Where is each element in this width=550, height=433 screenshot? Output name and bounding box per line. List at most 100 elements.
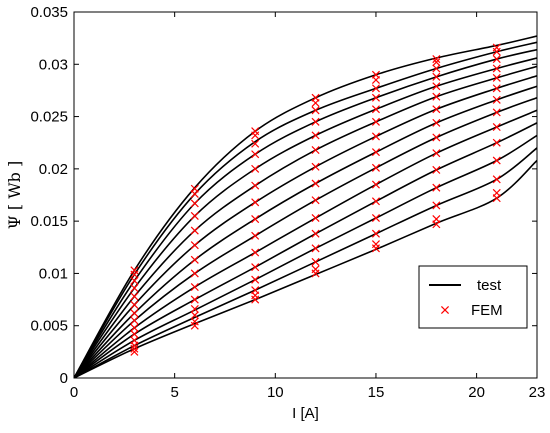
fem-point bbox=[311, 131, 320, 140]
legend-entry-fem: FEM bbox=[440, 302, 503, 319]
fem-point bbox=[130, 266, 139, 275]
fem-point bbox=[432, 215, 441, 224]
fem-point bbox=[190, 226, 199, 235]
fem-point bbox=[371, 213, 380, 223]
plot-area bbox=[74, 35, 537, 378]
legend: test FEM bbox=[418, 265, 528, 329]
fem-point bbox=[190, 317, 199, 326]
y-tick-label: 0.025 bbox=[30, 109, 68, 126]
fem-point bbox=[190, 269, 199, 278]
fem-point bbox=[432, 149, 441, 158]
axes-frame bbox=[73, 11, 538, 379]
fem-point bbox=[492, 64, 501, 73]
fem-point bbox=[251, 198, 260, 207]
fem-point bbox=[130, 323, 139, 332]
fem-point bbox=[251, 181, 260, 190]
fem-point bbox=[432, 82, 441, 91]
fem-point bbox=[432, 118, 441, 127]
fem-point bbox=[311, 213, 320, 223]
fem-point bbox=[371, 132, 380, 141]
fem-point bbox=[130, 276, 139, 285]
y-tick-label: 0.03 bbox=[39, 56, 68, 73]
fem-point bbox=[251, 139, 260, 148]
x-tick-label: 20 bbox=[468, 384, 485, 401]
fem-point bbox=[190, 255, 199, 264]
fem-point bbox=[492, 138, 501, 147]
fem-point bbox=[371, 180, 380, 189]
fem-point bbox=[311, 93, 320, 102]
fem-point bbox=[311, 117, 320, 126]
fem-point bbox=[130, 300, 139, 309]
fem-point bbox=[251, 286, 260, 295]
fem-point bbox=[251, 263, 260, 272]
fem-point bbox=[311, 146, 320, 155]
fem-point bbox=[190, 311, 199, 320]
legend-label-fem: FEM bbox=[471, 302, 503, 319]
test-curve-9 bbox=[74, 65, 537, 378]
fem-point bbox=[371, 117, 380, 126]
fem-point bbox=[492, 175, 501, 184]
fem-point bbox=[371, 105, 380, 114]
fem-point bbox=[432, 58, 441, 67]
test-curve-8 bbox=[74, 75, 537, 378]
fem-point bbox=[311, 162, 320, 171]
fem-point bbox=[432, 201, 441, 210]
y-tick-label: 0.01 bbox=[39, 265, 68, 282]
fem-point bbox=[492, 108, 501, 117]
fem-point bbox=[432, 92, 441, 101]
axes: 0 5 10 15 20 23 0 0.005 0.01 0.015 0.02 0.025 0.03 0.… bbox=[5, 4, 545, 422]
legend-entry-test: test bbox=[429, 277, 502, 294]
x-axis-label: I [A] bbox=[292, 405, 319, 422]
fem-point bbox=[371, 70, 380, 79]
fem-point bbox=[371, 197, 380, 206]
test-curve-5 bbox=[74, 109, 537, 378]
fem-point bbox=[311, 179, 320, 188]
fem-point bbox=[190, 184, 199, 193]
fem-point bbox=[251, 248, 260, 257]
fem-point bbox=[371, 84, 380, 93]
y-axis-label: Ψ [ Wb ] bbox=[5, 161, 24, 229]
fem-point bbox=[190, 199, 199, 208]
fem-point bbox=[311, 229, 320, 238]
test-curve-7 bbox=[74, 85, 537, 378]
test-curve-1 bbox=[74, 159, 537, 378]
fem-point bbox=[371, 163, 380, 172]
legend-x-swatch bbox=[440, 305, 450, 315]
test-curve-2 bbox=[74, 147, 537, 378]
fem-point bbox=[432, 105, 441, 114]
test-curve-4 bbox=[74, 122, 537, 378]
x-tick-label: 23 bbox=[529, 384, 546, 401]
fem-point bbox=[251, 231, 260, 240]
fem-point bbox=[432, 55, 441, 64]
x-tick-label: 5 bbox=[170, 384, 178, 401]
legend-box bbox=[418, 265, 528, 329]
x-tick-label: 10 bbox=[267, 384, 284, 401]
fem-point bbox=[311, 244, 320, 253]
fem-point bbox=[130, 316, 139, 325]
fem-point bbox=[130, 292, 139, 301]
fem-point bbox=[311, 257, 320, 266]
fem-point bbox=[492, 123, 501, 132]
fem-point bbox=[190, 282, 199, 292]
y-tick-label: 0 bbox=[60, 370, 68, 387]
y-tick-label: 0.005 bbox=[30, 318, 68, 335]
fem-point bbox=[311, 106, 320, 115]
fem-point bbox=[432, 72, 441, 81]
test-curve-12 bbox=[74, 41, 537, 378]
fem-point bbox=[130, 347, 139, 356]
fem-point bbox=[130, 330, 139, 339]
fem-point bbox=[251, 295, 260, 304]
fem-point bbox=[311, 196, 320, 205]
fem-point bbox=[251, 164, 260, 173]
fem-point bbox=[251, 150, 260, 159]
fem-point bbox=[371, 229, 380, 238]
legend-label-test: test bbox=[477, 277, 502, 294]
y-tick-label: 0.035 bbox=[30, 4, 68, 21]
fem-point bbox=[371, 240, 380, 249]
fem-point bbox=[130, 309, 139, 318]
fem-point bbox=[492, 73, 501, 82]
fem-point bbox=[371, 93, 380, 102]
test-curve-11 bbox=[74, 48, 537, 378]
fem-point bbox=[130, 336, 139, 345]
